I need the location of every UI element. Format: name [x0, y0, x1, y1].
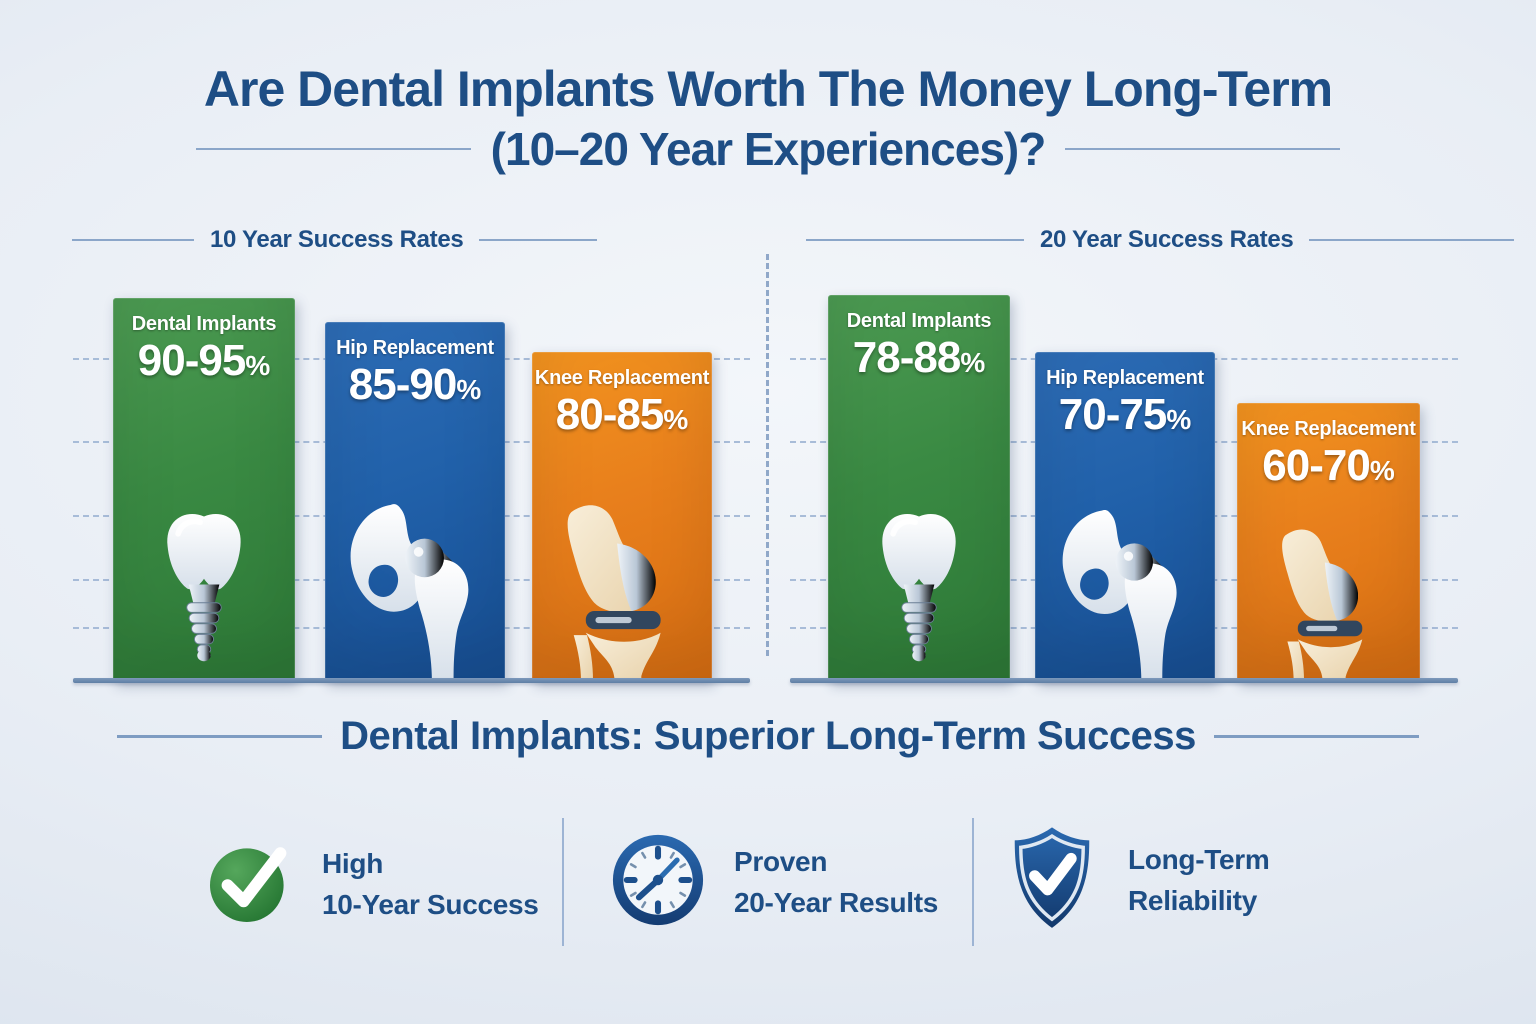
bar-hip-replacement-20yr: Hip Replacement 70-75% — [1035, 352, 1215, 681]
chart-title-10yr: 10 Year Success Rates — [210, 226, 464, 253]
badge-line2: 20-Year Results — [734, 886, 939, 918]
badge-line1: Long-Term — [1128, 844, 1270, 876]
badge-text: Proven 20-Year Results — [734, 842, 938, 923]
bar-dental-implants-20yr: Dental Implants 78-88% — [828, 295, 1010, 681]
badge-line1: High — [322, 847, 384, 879]
bar-label: Knee Replacement — [1241, 418, 1416, 440]
headline-rule-right — [1213, 735, 1419, 738]
tooth-implant-icon — [862, 504, 977, 667]
badge-text: Long-Term Reliability — [1128, 840, 1270, 921]
bottom-headline: Dental Implants: Superior Long-Term Succ… — [340, 714, 1196, 758]
bar-label: Dental Implants — [131, 313, 277, 335]
bar-label: Knee Replacement — [534, 367, 710, 389]
chart-title-20yr: 20 Year Success Rates — [1040, 226, 1294, 253]
clock-icon — [606, 828, 710, 937]
title-rule-right — [1065, 148, 1341, 150]
bar-value: 90-95% — [137, 336, 271, 385]
badge-line2: Reliability — [1128, 885, 1257, 916]
heading-rule — [72, 239, 194, 241]
chart-heading-20yr: 20 Year Success Rates — [806, 226, 1515, 254]
bottom-headline-row: Dental Implants: Superior Long-Term Succ… — [0, 714, 1536, 759]
bar-knee-replacement-10yr: Knee Replacement 80-85% — [532, 352, 712, 681]
chart-heading-10yr: 10 Year Success Rates — [72, 226, 598, 254]
bar-value: 85-90% — [348, 360, 482, 409]
bar-knee-replacement-20yr: Knee Replacement 60-70% — [1237, 403, 1420, 681]
heading-rule — [1309, 239, 1515, 241]
bar-value: 70-75% — [1058, 390, 1192, 439]
bar-value: 78-88% — [852, 333, 986, 382]
hip-replacement-icon — [343, 500, 488, 681]
badge-long-term-reliability: Long-Term Reliability — [1000, 822, 1270, 940]
check-circle-icon — [202, 834, 298, 935]
bar-label: Hip Replacement — [336, 337, 494, 359]
badge-line1: Proven — [734, 845, 828, 877]
badge-line2: 10-Year Success — [322, 888, 539, 920]
bar-dental-implants-10yr: Dental Implants 90-95% — [113, 298, 295, 681]
footer-divider — [972, 818, 974, 946]
bar-label: Hip Replacement — [1046, 367, 1204, 389]
tooth-implant-icon — [147, 504, 262, 667]
bar-hip-replacement-10yr: Hip Replacement 85-90% — [325, 322, 505, 681]
page-title-line2: (10–20 Year Experiences)? — [490, 123, 1047, 175]
hip-replacement-icon — [1055, 506, 1195, 681]
bar-value: 60-70% — [1262, 441, 1395, 490]
badge-high-10-year-success: High 10-Year Success — [202, 834, 539, 935]
footer-divider — [562, 818, 564, 946]
chart-divider — [766, 254, 769, 656]
knee-replacement-icon — [1266, 525, 1391, 681]
chart-baseline-20yr — [790, 678, 1458, 683]
badge-text: High 10-Year Success — [322, 844, 539, 925]
heading-rule — [479, 239, 598, 241]
bar-label: Dental Implants — [846, 310, 992, 332]
badge-proven-20-year-results: Proven 20-Year Results — [606, 828, 938, 937]
bar-value: 80-85% — [555, 390, 689, 439]
heading-rule — [806, 239, 1024, 241]
page-title-line2-row: (10–20 Year Experiences)? — [0, 122, 1536, 176]
headline-rule-left — [117, 735, 323, 738]
chart-baseline-10yr — [73, 678, 750, 683]
knee-replacement-icon — [550, 500, 695, 681]
title-rule-left — [195, 148, 471, 150]
page-title-line1: Are Dental Implants Worth The Money Long… — [203, 61, 1333, 117]
shield-check-icon — [1000, 822, 1104, 940]
